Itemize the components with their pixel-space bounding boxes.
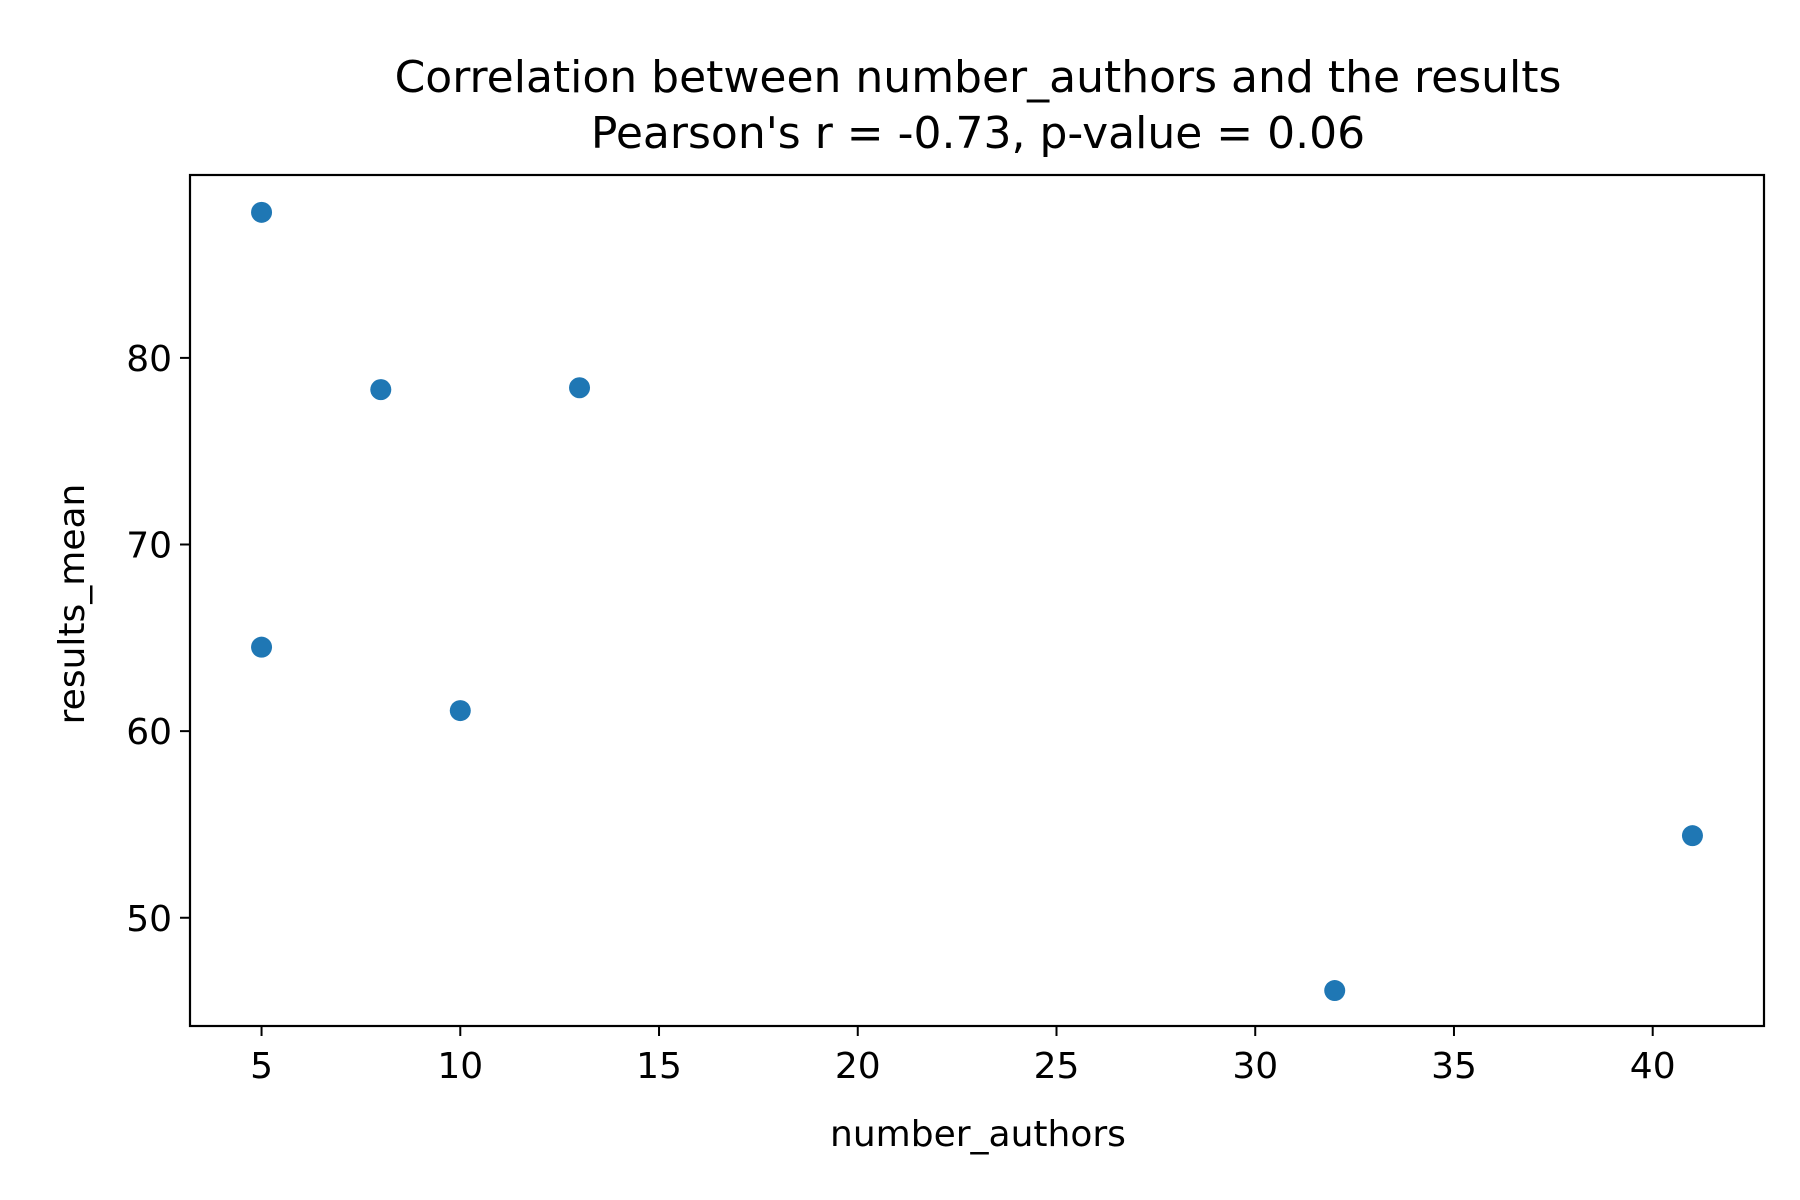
chart-subtitle: Pearson's r = -0.73, p-value = 0.06 <box>591 108 1365 159</box>
data-point <box>251 636 273 658</box>
x-tick-label: 5 <box>250 1046 273 1087</box>
data-point <box>569 377 591 399</box>
y-axis-label: results_mean <box>52 484 93 725</box>
data-point <box>449 700 471 722</box>
axis-ticks: 5 10 15 20 25 30 35 40 50 60 70 80 <box>126 339 1675 1087</box>
plot-frame <box>188 173 1766 1028</box>
x-tick-label: 30 <box>1232 1046 1278 1087</box>
y-tick-label: 70 <box>126 526 172 567</box>
x-tick-label: 10 <box>437 1046 483 1087</box>
chart-title: Correlation between number_authors and t… <box>395 52 1562 103</box>
x-tick-label: 20 <box>835 1046 881 1087</box>
x-axis-label: number_authors <box>830 1114 1126 1155</box>
x-tick-label: 25 <box>1034 1046 1080 1087</box>
data-point <box>251 201 273 223</box>
y-tick-label: 50 <box>126 899 172 940</box>
data-point <box>370 379 392 401</box>
y-tick-label: 80 <box>126 339 172 380</box>
x-tick-label: 15 <box>636 1046 682 1087</box>
x-tick-label: 35 <box>1431 1046 1477 1087</box>
data-point <box>1681 825 1703 847</box>
data-point <box>1324 980 1346 1002</box>
y-tick-label: 60 <box>126 712 172 753</box>
x-tick-label: 40 <box>1630 1046 1676 1087</box>
data-points <box>251 201 1703 1002</box>
